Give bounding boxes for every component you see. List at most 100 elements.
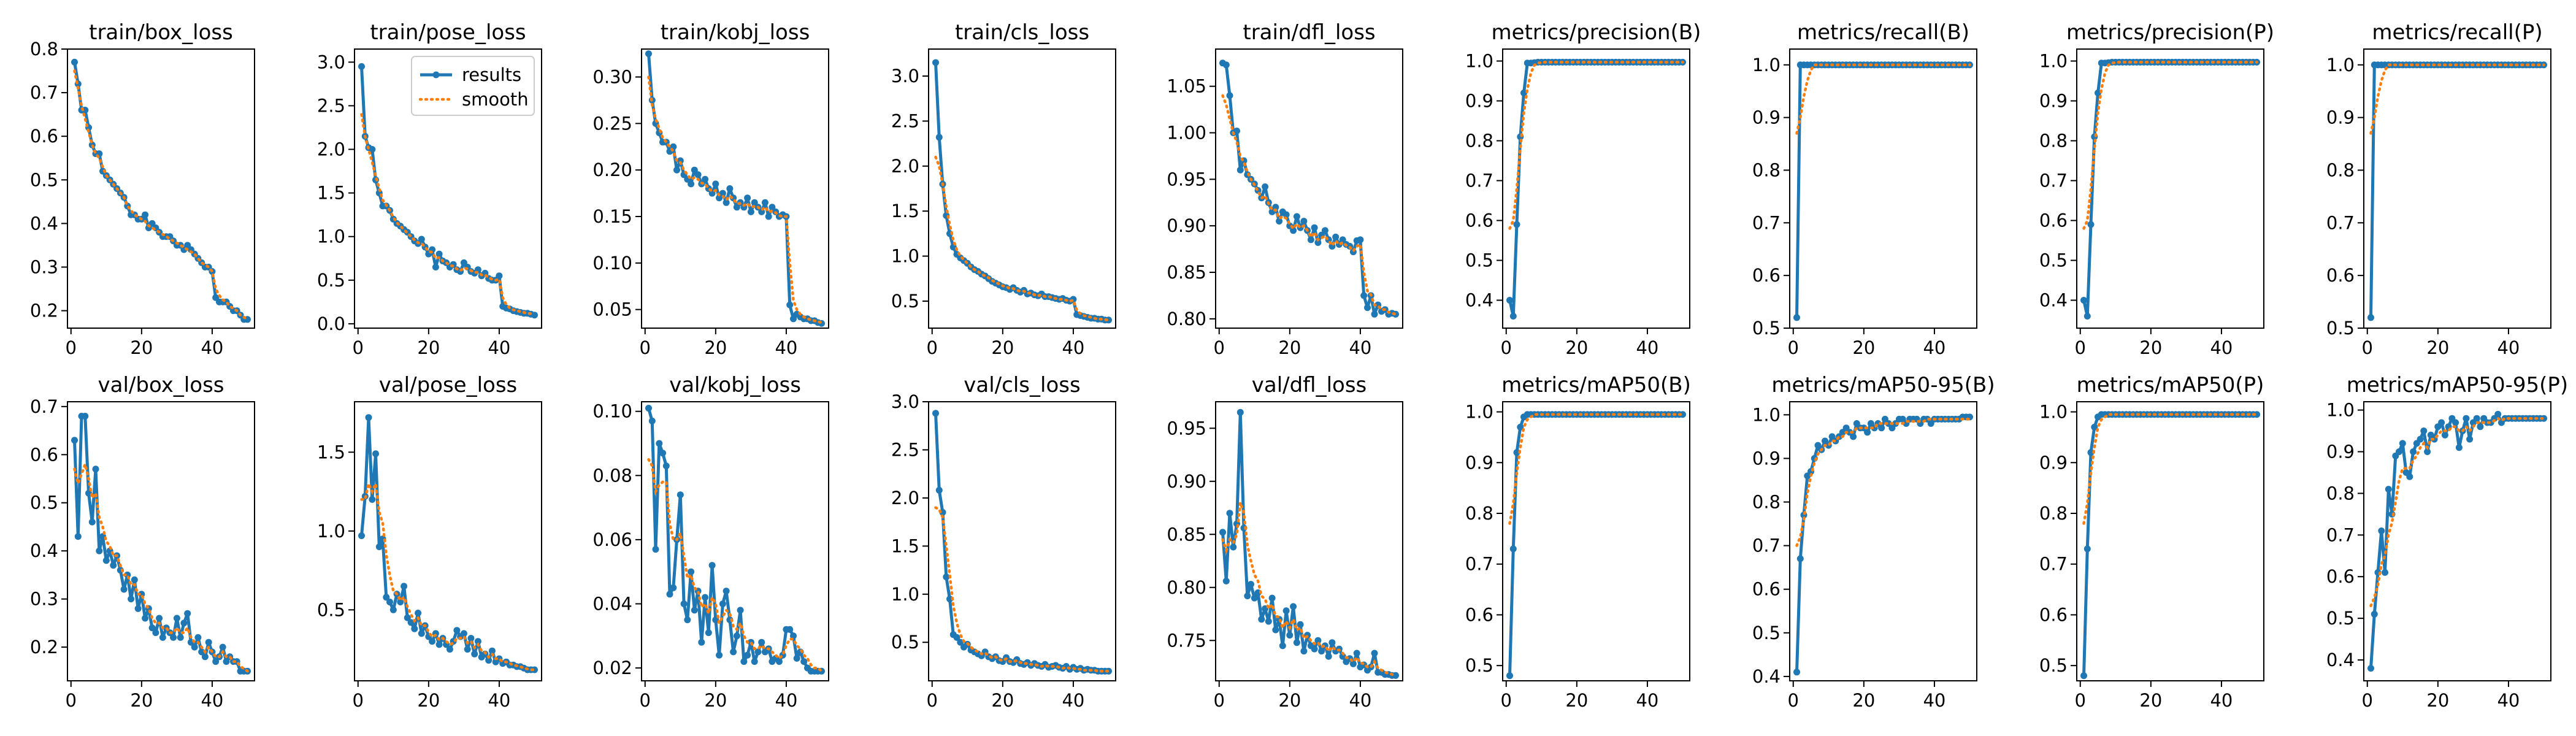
y-tick-label: 0.95 xyxy=(1167,418,1206,439)
subplot-metrics-precision-p: metrics/precision(P) 0 20 40 0.4 0.5 0.6 0.7 0.8… xyxy=(2039,20,2274,358)
x-tick-label: 20 xyxy=(417,690,440,711)
x-tick-label: 40 xyxy=(1636,690,1658,711)
results-point xyxy=(1268,594,1276,602)
results-point xyxy=(723,199,730,206)
y-tick-label: 1.0 xyxy=(317,521,345,542)
results-point xyxy=(2424,448,2431,455)
plot-area xyxy=(2080,411,2260,680)
results-point xyxy=(1265,618,1272,625)
results-point xyxy=(435,250,443,258)
results-point xyxy=(712,180,719,188)
results-point xyxy=(1360,292,1368,299)
y-tick-label: 0.5 xyxy=(2326,608,2355,629)
results-point xyxy=(1509,313,1517,320)
results-point xyxy=(453,627,461,634)
y-tick-label: 0.85 xyxy=(1167,524,1206,545)
smooth-series-line xyxy=(73,69,249,321)
results-point xyxy=(684,616,691,624)
y-tick-label: 0.9 xyxy=(1465,91,1493,112)
smooth-series-line xyxy=(1221,94,1397,316)
y-tick-label: 1.5 xyxy=(317,442,345,462)
results-point xyxy=(120,586,128,593)
results-point xyxy=(1328,639,1336,646)
y-tick-label: 0.0 xyxy=(317,313,345,334)
plot-area xyxy=(2367,410,2547,672)
results-point xyxy=(1864,429,1871,436)
results-point xyxy=(71,58,78,66)
results-point xyxy=(1105,316,1112,324)
results-point xyxy=(1272,204,1279,211)
y-tick-label: 0.6 xyxy=(30,126,58,147)
results-series-line xyxy=(2369,63,2544,318)
results-point xyxy=(142,615,149,622)
smooth-series-line xyxy=(647,458,823,673)
y-tick-label: 3.0 xyxy=(891,66,919,86)
results-point xyxy=(223,658,230,665)
y-tick-label: 0.8 xyxy=(1752,159,1781,180)
subplot-title: train/kobj_loss xyxy=(661,20,810,45)
results-point xyxy=(935,134,943,141)
results-point xyxy=(74,533,82,540)
x-tick-label: 40 xyxy=(775,337,797,358)
results-point xyxy=(397,599,404,605)
subplot-metrics-recall-b: metrics/recall(B) 0 20 40 0.5 0.6 0.7 0.8 0.9 1.0 xyxy=(1752,20,1977,358)
axes-frame xyxy=(1215,401,1403,681)
results-point xyxy=(1392,672,1399,679)
x-tick-label: 20 xyxy=(704,337,727,358)
y-tick-label: 0.4 xyxy=(1752,666,1781,687)
x-tick-label: 0 xyxy=(1214,337,1225,358)
results-point xyxy=(733,632,740,640)
results-point xyxy=(488,647,496,654)
results-point xyxy=(194,634,202,641)
results-point xyxy=(205,638,212,646)
y-tick-label: 0.7 xyxy=(30,396,58,417)
y-tick-label: 0.5 xyxy=(2039,655,2068,676)
results-series-line xyxy=(73,415,248,673)
y-tick-label: 0.6 xyxy=(1752,579,1781,600)
results-series-line xyxy=(73,61,248,321)
results-point xyxy=(71,437,78,444)
results-series-line xyxy=(2082,413,2257,676)
results-point xyxy=(1286,632,1294,639)
results-point xyxy=(429,638,436,645)
x-tick-label: 20 xyxy=(1852,690,1875,711)
y-tick-label: 0.10 xyxy=(592,253,632,274)
results-point xyxy=(740,658,748,665)
results-point xyxy=(1279,642,1286,650)
results-point xyxy=(790,315,797,323)
subplot-val-kobj-loss: val/kobj_loss 0 20 40 0.02 0.04 0.06 0.08 0.10 xyxy=(592,373,829,711)
results-point xyxy=(418,630,425,637)
results-point xyxy=(159,634,166,641)
results-point xyxy=(1300,218,1308,225)
results-point xyxy=(943,573,950,581)
results-point xyxy=(156,615,163,622)
results-point xyxy=(435,641,443,648)
results-point xyxy=(765,213,772,220)
results-point xyxy=(2406,473,2413,480)
results-point xyxy=(369,146,376,153)
results-point xyxy=(177,634,184,641)
y-tick-label: 0.6 xyxy=(1465,210,1493,231)
x-tick-label: 0 xyxy=(1214,690,1225,711)
results-point xyxy=(2087,221,2095,228)
results-point xyxy=(2083,545,2091,553)
y-tick-label: 3.0 xyxy=(891,391,919,412)
subplot-train-dfl-loss: train/dfl_loss 0 20 40 0.80 0.85 0.90 0.95 1.00 1… xyxy=(1167,20,1403,358)
smooth-series-line xyxy=(2369,416,2545,608)
x-tick-label: 40 xyxy=(1062,337,1084,358)
results-point xyxy=(1258,616,1265,623)
subplot-title: metrics/mAP50(P) xyxy=(2077,373,2264,397)
results-point xyxy=(705,629,712,637)
smooth-series-line xyxy=(360,113,536,316)
results-point xyxy=(719,190,726,197)
results-point xyxy=(2382,569,2388,576)
axes-frame xyxy=(928,48,1116,329)
results-point xyxy=(474,638,481,645)
results-point xyxy=(82,413,89,420)
results-point xyxy=(401,583,408,590)
results-point xyxy=(932,410,939,417)
x-tick-label: 20 xyxy=(704,690,727,711)
y-tick-label: 0.3 xyxy=(30,256,58,277)
axes-frame xyxy=(2076,401,2264,681)
y-tick-label: 0.7 xyxy=(2039,554,2068,575)
